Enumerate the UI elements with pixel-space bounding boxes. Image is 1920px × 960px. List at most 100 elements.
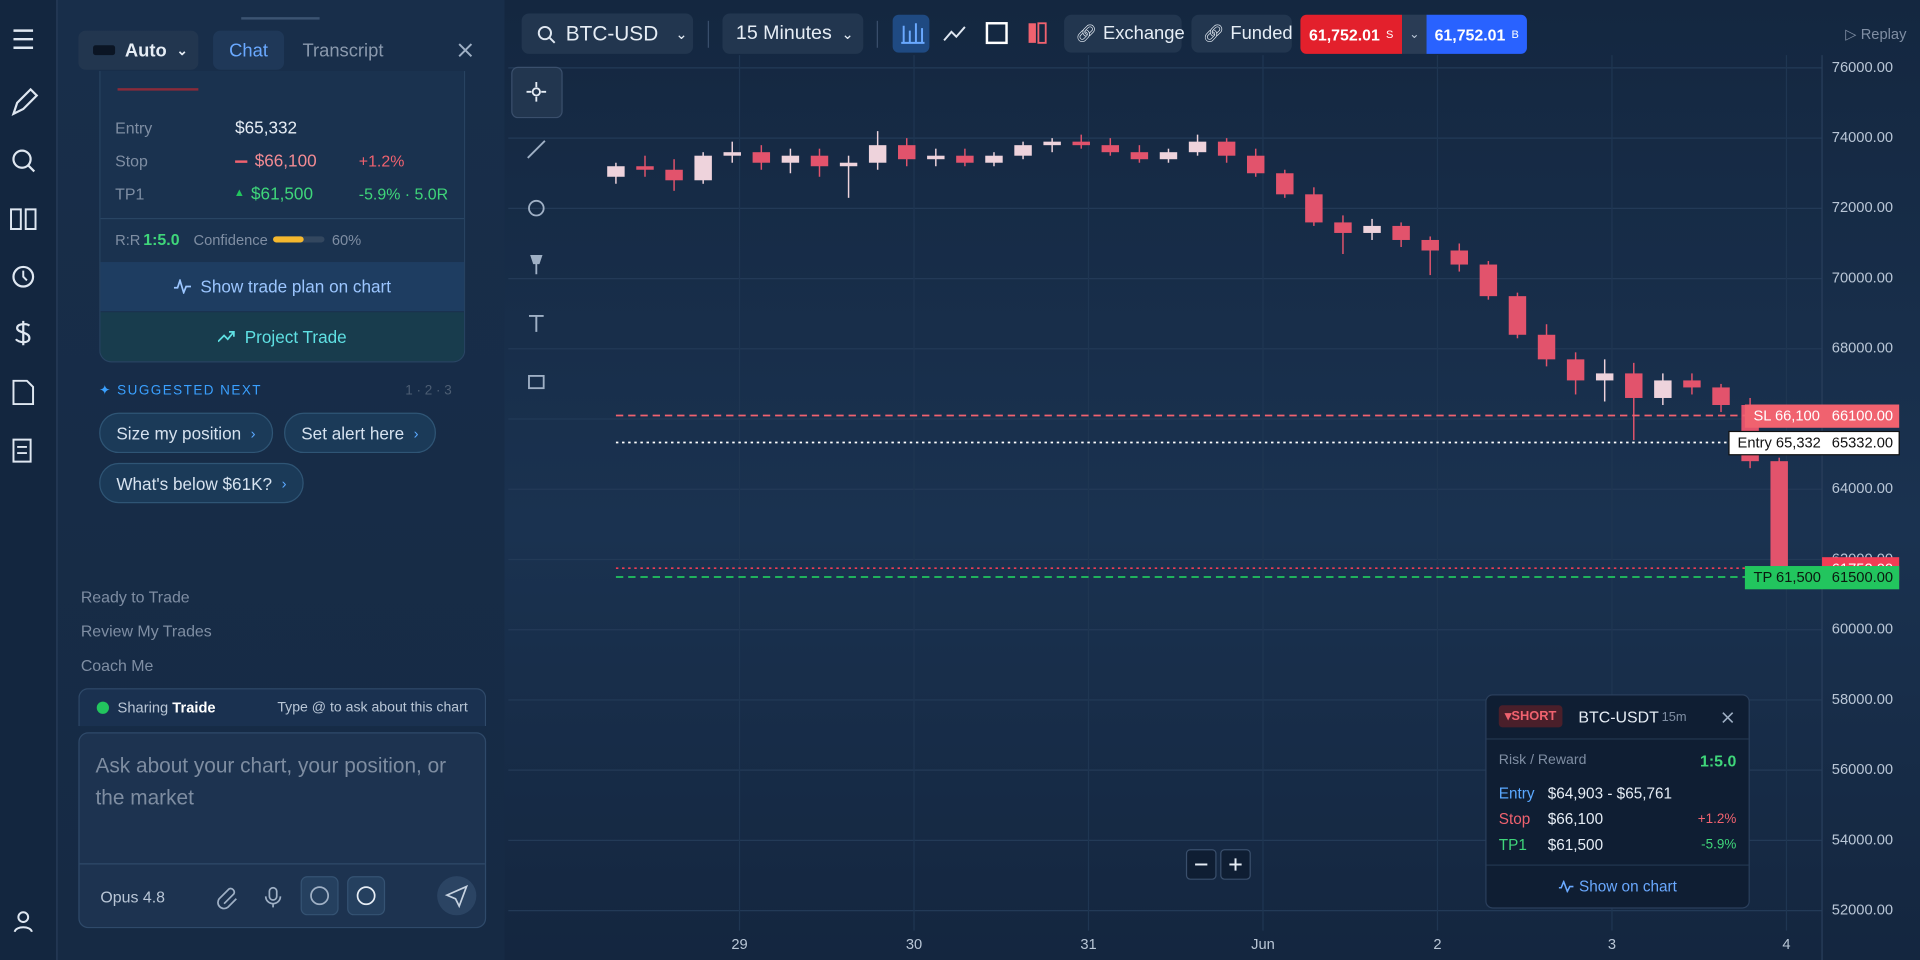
card-interval: 15m bbox=[1661, 710, 1687, 725]
suggested-title-text: SUGGESTED NEXT bbox=[117, 383, 262, 398]
crosshair-tool[interactable] bbox=[511, 66, 563, 119]
show-plan-label: Show trade plan on chart bbox=[200, 276, 392, 297]
tp-value: $61,500 bbox=[1547, 836, 1604, 854]
suggestion-chip[interactable]: What's below $61K? › bbox=[99, 462, 304, 504]
measure-tool[interactable] bbox=[528, 375, 545, 390]
model-select[interactable]: Opus 4.8 bbox=[100, 887, 166, 907]
tp-label: TP1 bbox=[115, 184, 145, 204]
price-tag-name: SL 66,100 bbox=[1753, 409, 1819, 425]
side-panel: Auto ⌄ Chat Transcript Entry $65,332 Sto… bbox=[57, 0, 505, 960]
quick-link[interactable]: Coach Me bbox=[80, 656, 154, 675]
x-tick-label: 31 bbox=[1080, 937, 1096, 953]
entry-label: Entry bbox=[115, 118, 153, 138]
y-tick-label: 72000.00 bbox=[1832, 200, 1893, 216]
search-icon[interactable] bbox=[12, 149, 32, 169]
mic-icon[interactable] bbox=[268, 886, 278, 901]
suggested-title: ✦ SUGGESTED NEXT bbox=[99, 383, 262, 398]
candles-type[interactable] bbox=[892, 14, 930, 53]
tab-chat[interactable]: Chat bbox=[213, 30, 285, 70]
suggestion-chip[interactable]: Set alert here › bbox=[284, 412, 436, 454]
candle-body bbox=[1683, 380, 1701, 388]
attach-icon[interactable] bbox=[217, 887, 237, 910]
candle-body bbox=[1712, 387, 1730, 405]
chat-input[interactable]: Ask about your chart, your position, or … bbox=[78, 732, 487, 929]
history-icon[interactable] bbox=[12, 265, 35, 288]
show-plan-button[interactable]: Show trade plan on chart bbox=[100, 262, 465, 312]
journal-icon[interactable] bbox=[10, 208, 37, 230]
stop-marker bbox=[235, 160, 248, 163]
quick-link[interactable]: Review My Trades bbox=[80, 622, 212, 641]
price-tag bbox=[1728, 430, 1900, 456]
box-type[interactable] bbox=[985, 22, 1008, 45]
color-type[interactable] bbox=[1028, 23, 1036, 43]
mode-label: Auto bbox=[124, 39, 167, 61]
divider bbox=[1486, 738, 1749, 740]
sell-button[interactable]: 61,752.01 S bbox=[1300, 14, 1403, 54]
symbol-search[interactable]: BTC-USD ⌄ bbox=[521, 13, 694, 54]
draw-icon[interactable] bbox=[11, 87, 39, 117]
close-card[interactable] bbox=[1722, 711, 1734, 724]
candle-body bbox=[868, 145, 887, 163]
candle-body bbox=[956, 155, 974, 163]
candle-body bbox=[1276, 173, 1294, 195]
line-type[interactable] bbox=[943, 26, 966, 42]
close-panel[interactable] bbox=[457, 42, 474, 59]
scroll-icon[interactable] bbox=[12, 438, 32, 463]
buy-button[interactable]: 61,752.01 B bbox=[1426, 14, 1527, 54]
exchange-label: Exchange bbox=[1102, 23, 1185, 45]
pattern-tool[interactable] bbox=[528, 199, 545, 217]
confidence-track bbox=[273, 236, 325, 243]
sell-tag: S bbox=[1386, 28, 1394, 41]
size-toggle[interactable]: ⌄ bbox=[1402, 14, 1427, 54]
text-tool[interactable] bbox=[528, 314, 544, 332]
candle-body bbox=[1305, 194, 1323, 223]
price-tag-label: 61500.00 bbox=[1832, 570, 1893, 586]
option-button[interactable] bbox=[300, 876, 339, 916]
side-badge: ▾ SHORT bbox=[1498, 705, 1563, 728]
money-icon[interactable] bbox=[15, 320, 31, 346]
exchange-button[interactable]: 🔗︎ Exchange bbox=[1064, 14, 1185, 53]
divider bbox=[1486, 864, 1749, 866]
input-tools bbox=[217, 876, 477, 916]
stop-label: Stop bbox=[1498, 810, 1531, 828]
project-trade-button[interactable]: Project Trade bbox=[100, 312, 465, 362]
send-button[interactable] bbox=[437, 876, 477, 916]
mode-select[interactable]: Auto ⌄ bbox=[78, 30, 199, 70]
confidence-label: Confidence bbox=[193, 231, 268, 249]
user-icon[interactable] bbox=[17, 911, 30, 924]
suggested-pager[interactable]: 1 · 2 · 3 bbox=[405, 383, 452, 398]
symbol: BTC-USD bbox=[565, 21, 659, 45]
candle-body bbox=[1450, 250, 1469, 265]
funded-button[interactable]: 🔗︎ Funded bbox=[1191, 14, 1293, 53]
candle-body bbox=[1770, 461, 1788, 569]
stop-pct: +1.2% bbox=[358, 151, 405, 171]
y-tick-label: 74000.00 bbox=[1832, 130, 1893, 146]
candle-body bbox=[898, 145, 916, 160]
report-icon[interactable] bbox=[12, 379, 35, 406]
show-on-chart-label: Show on chart bbox=[1579, 877, 1677, 896]
buy-price: 61,752.01 bbox=[1434, 25, 1506, 44]
candle-body bbox=[1043, 141, 1061, 146]
suggestion-chip[interactable]: Size my position › bbox=[99, 412, 273, 454]
option-button[interactable] bbox=[347, 876, 386, 916]
stop-value: $66,100 bbox=[1547, 810, 1604, 828]
position-card: ▾ SHORT BTC-USDT 15m Risk / Reward 1:5.0 … bbox=[1485, 694, 1750, 909]
menu-icon[interactable] bbox=[13, 29, 34, 49]
pin-tool[interactable] bbox=[530, 255, 543, 275]
mode-icon bbox=[93, 45, 116, 56]
y-tick-label: 70000.00 bbox=[1832, 270, 1893, 286]
candle-body bbox=[1479, 264, 1498, 297]
card-tab bbox=[117, 71, 199, 91]
trade-plan-card: Entry $65,332 Stop $66,100 +1.2% TP1 ▲ $… bbox=[99, 71, 466, 363]
replay-button[interactable]: ▷ Replay bbox=[1845, 25, 1907, 43]
show-on-chart[interactable]: Show on chart bbox=[1487, 866, 1749, 908]
tab-transcript[interactable]: Transcript bbox=[302, 40, 384, 62]
rr-label: Risk / Reward bbox=[1498, 753, 1587, 768]
price-tag-label: 66100.00 bbox=[1832, 409, 1893, 425]
quick-link[interactable]: Ready to Trade bbox=[80, 587, 190, 607]
sharing-hint: Type @ to ask about this chart bbox=[277, 700, 468, 716]
interval-select[interactable]: 15 Minutes ⌄ bbox=[722, 13, 864, 54]
candle-body bbox=[607, 166, 625, 177]
trendline-tool[interactable] bbox=[527, 140, 546, 159]
sell-price: 61,752.01 bbox=[1309, 25, 1380, 44]
